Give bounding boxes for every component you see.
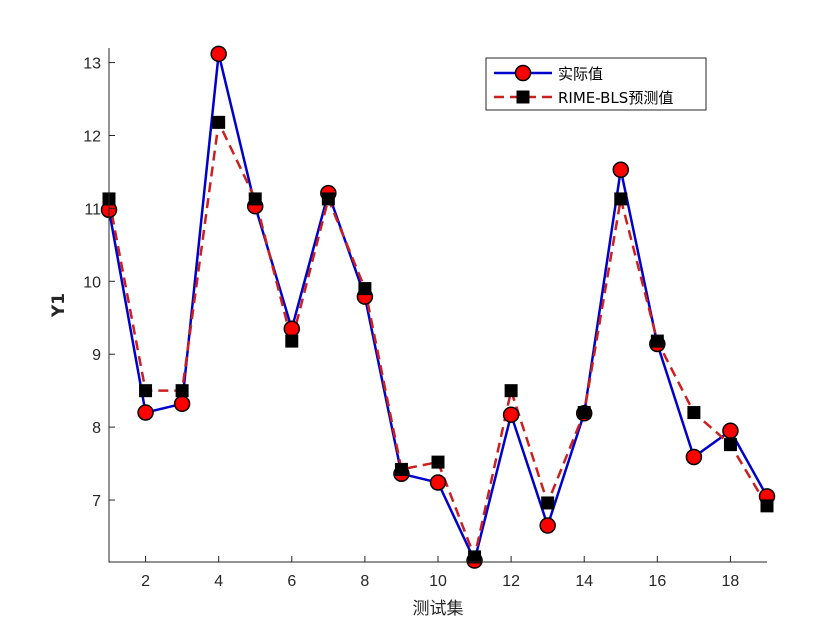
data-point-predicted	[431, 455, 445, 469]
data-point-predicted	[504, 384, 518, 398]
data-point-predicted	[321, 192, 335, 206]
legend-label-predicted: RIME-BLS预测值	[558, 89, 673, 107]
data-point-actual	[685, 448, 703, 466]
data-point-predicted	[687, 406, 701, 420]
x-axis-title: 测试集	[413, 599, 464, 619]
x-tick-label: 6	[287, 573, 296, 590]
data-point-predicted	[723, 438, 737, 452]
data-point-actual	[429, 474, 447, 491]
y-axis-ticks: 7 8 9 10 11 12 13	[83, 56, 115, 510]
legend-label-actual: 实际值	[558, 65, 603, 83]
x-axis-ticks: 2 4 6 8 10 12 14 16 18	[141, 556, 739, 590]
data-point-predicted	[175, 384, 189, 398]
data-point-predicted	[394, 462, 408, 476]
data-point-predicted	[358, 282, 372, 296]
data-point-predicted	[760, 499, 774, 513]
series-markers	[100, 45, 776, 569]
data-point-predicted	[577, 406, 591, 420]
x-tick-label: 14	[575, 573, 593, 590]
data-point-actual	[722, 422, 739, 440]
y-tick-label: 9	[92, 347, 101, 364]
data-point-actual	[173, 395, 191, 413]
legend: 实际值 RIME-BLS预测值	[485, 57, 707, 111]
data-point-predicted	[614, 192, 628, 206]
data-point-actual	[612, 161, 630, 179]
x-tick-label: 2	[141, 573, 150, 590]
legend-marker-actual	[514, 64, 532, 82]
data-point-actual	[210, 45, 227, 63]
data-point-actual	[539, 517, 556, 534]
x-tick-label: 10	[429, 573, 447, 590]
y-tick-label: 13	[83, 56, 101, 73]
data-point-predicted	[248, 192, 262, 206]
y-axis-title: Y1	[49, 293, 69, 318]
y-tick-label: 11	[84, 201, 101, 218]
y-tick-label: 12	[83, 128, 101, 145]
data-point-predicted	[468, 550, 482, 564]
data-point-actual	[283, 320, 301, 337]
legend-marker-predicted	[516, 90, 530, 104]
data-point-predicted	[139, 384, 153, 398]
x-tick-label: 12	[502, 573, 520, 590]
data-point-predicted	[285, 334, 299, 348]
y-tick-label: 8	[92, 420, 101, 437]
data-point-actual	[137, 404, 154, 421]
data-point-predicted	[212, 115, 226, 129]
x-tick-label: 16	[648, 573, 666, 590]
x-tick-label: 18	[722, 573, 740, 590]
y-tick-label: 7	[92, 493, 101, 510]
axis-box	[108, 48, 767, 563]
y-tick-label: 10	[83, 274, 101, 291]
data-point-predicted	[541, 496, 555, 510]
data-point-actual	[502, 406, 520, 423]
x-tick-label: 8	[360, 573, 369, 590]
x-tick-label: 4	[214, 573, 223, 590]
data-point-predicted	[650, 334, 664, 348]
